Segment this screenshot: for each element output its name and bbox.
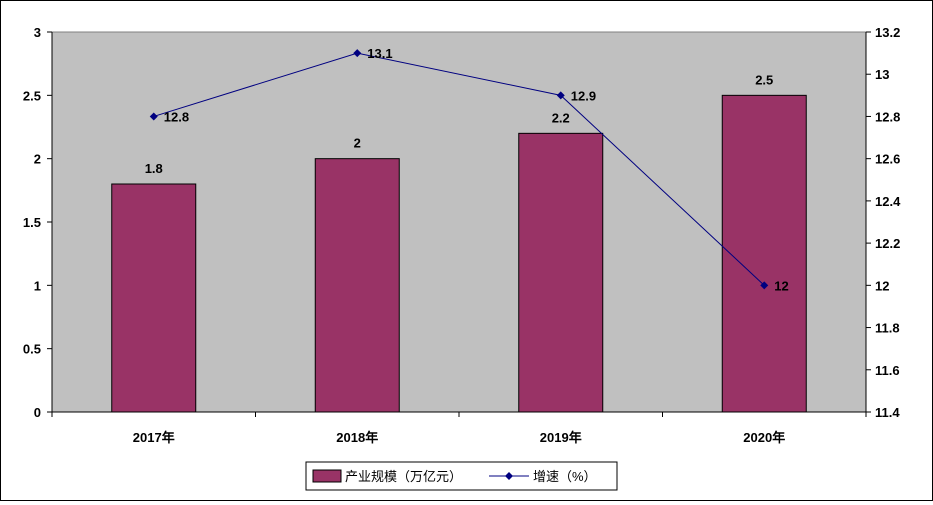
right-tick-label-6: 12.6: [875, 152, 900, 167]
bar-label-1: 2: [354, 136, 361, 151]
left-tick-label-1: 0.5: [23, 342, 41, 357]
line-point-2: [556, 91, 565, 100]
left-tick-label-5: 2.5: [23, 88, 41, 103]
right-tick-label-2: 11.8: [875, 321, 900, 336]
right-tick-label-1: 11.6: [875, 363, 900, 378]
left-tick-label-4: 2: [34, 152, 41, 167]
legend-label-bar: 产业规模（万亿元）: [345, 469, 462, 484]
x-tick-label-2: 2019年: [540, 430, 582, 445]
legend: 产业规模（万亿元） 增速（%）: [305, 461, 618, 491]
bar-3: [721, 94, 807, 413]
left-tick-label-3: 1.5: [23, 215, 41, 230]
bar-label-0: 1.8: [145, 161, 163, 176]
growth-line: [153, 52, 765, 286]
bar-2: [518, 132, 604, 413]
line-point-1: [353, 49, 362, 58]
x-tick-label-0: 2017年: [133, 430, 175, 445]
right-tick-label-3: 12: [875, 278, 889, 293]
right-tick-label-4: 12.2: [875, 236, 900, 251]
legend-box: [305, 461, 618, 491]
x-tick-label-1: 2018年: [336, 430, 378, 445]
right-tick-label-9: 13.2: [875, 25, 900, 40]
legend-swatch-marker: [505, 472, 513, 480]
line-label-1: 13.1: [367, 46, 392, 61]
x-tick-label-3: 2020年: [743, 430, 785, 445]
right-tick-label-0: 11.4: [875, 405, 900, 420]
line-label-2: 12.9: [571, 88, 596, 103]
bar-1: [314, 158, 400, 413]
left-tick-label-2: 1: [34, 278, 41, 293]
right-tick-label-7: 12.8: [875, 109, 900, 124]
left-tick-label-0: 0: [34, 405, 41, 420]
right-tick-label-8: 13: [875, 67, 889, 82]
line-label-0: 12.8: [164, 109, 189, 124]
legend-swatch-bar: [312, 469, 342, 483]
left-tick-label-6: 3: [34, 25, 41, 40]
line-point-0: [149, 112, 158, 121]
bar-0: [111, 183, 197, 413]
bar-label-2: 2.2: [552, 110, 570, 125]
bar-label-3: 2.5: [755, 72, 773, 87]
line-point-3: [760, 281, 769, 290]
line-label-3: 12: [774, 278, 788, 293]
legend-label-line: 增速（%）: [533, 469, 597, 484]
right-tick-label-5: 12.4: [875, 194, 901, 209]
